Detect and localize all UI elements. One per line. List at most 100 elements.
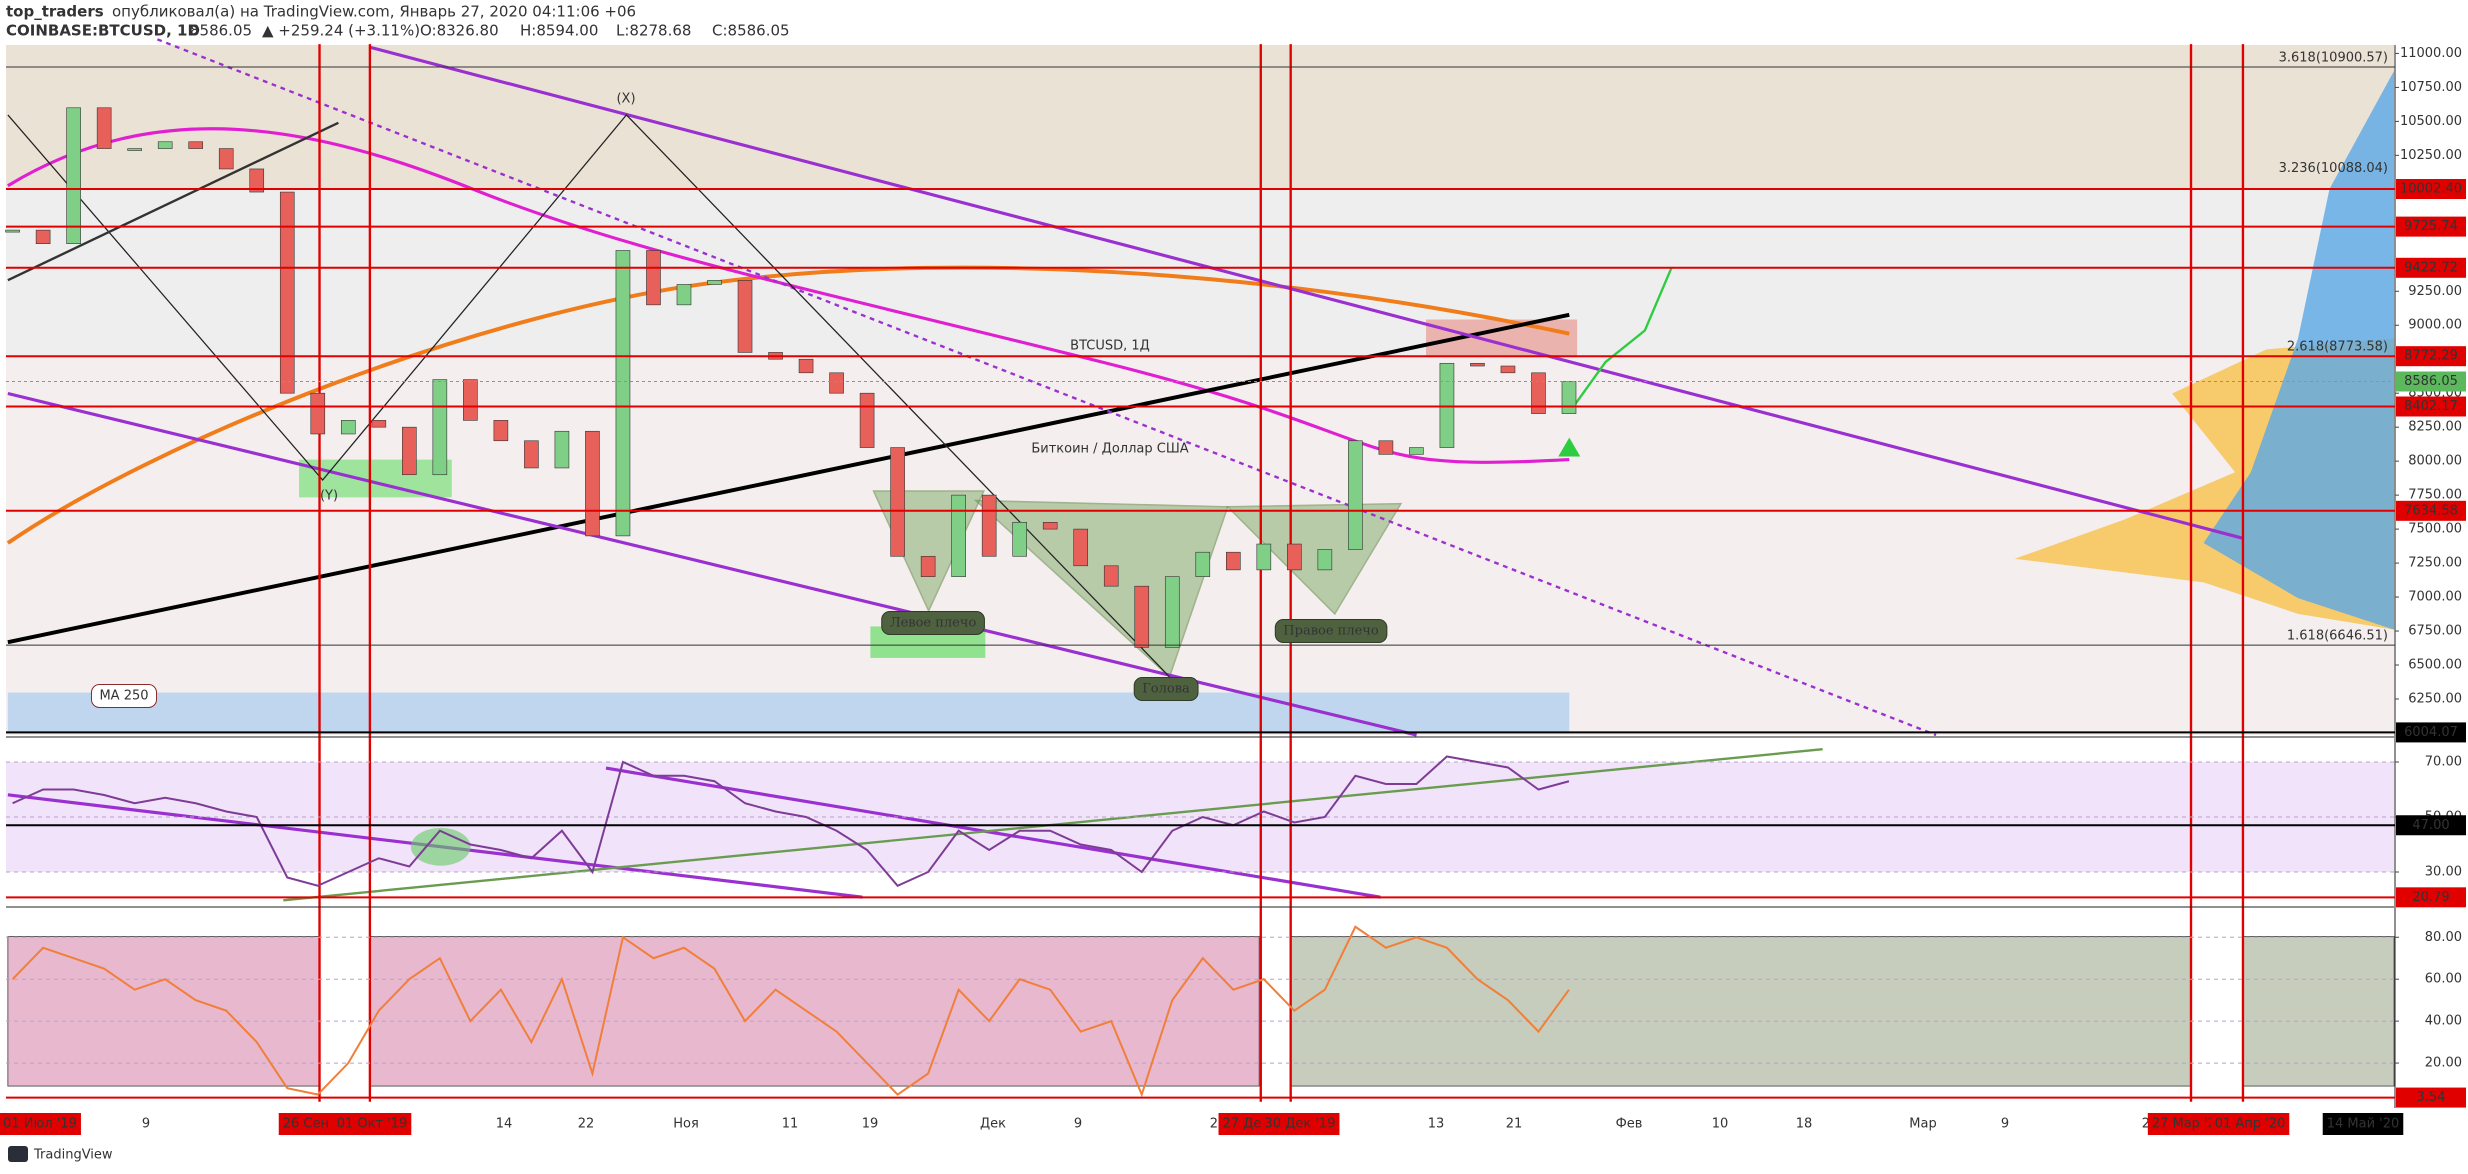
- date-marker: 30 Дек '19: [1265, 1117, 1336, 1132]
- price-label-box: [2396, 396, 2466, 417]
- candle: [340, 420, 356, 435]
- candle: [5, 229, 20, 233]
- projection: [1568, 267, 1673, 414]
- annotation-box: [1274, 619, 1388, 643]
- x-tick-label: 9: [2001, 1117, 2009, 1132]
- candle: [615, 250, 631, 537]
- price-label-box: [2396, 216, 2466, 237]
- ma: [7, 127, 1570, 464]
- annotation-label: Правое плечо: [1283, 624, 1379, 639]
- x-tick-label: 10: [1712, 1117, 1729, 1132]
- step-line: [7, 312, 1570, 645]
- date-marker: 14 Май '20: [2327, 1117, 2400, 1132]
- price-label-box: [2396, 722, 2466, 743]
- candle: [1287, 543, 1302, 571]
- candle: [157, 141, 173, 149]
- y-tick-label: 6250.00: [2408, 691, 2462, 706]
- y-tick-label: 6750.00: [2408, 624, 2462, 639]
- candle: [585, 430, 600, 537]
- candle: [463, 379, 478, 421]
- fib-label: 1.618(6646.51): [2287, 629, 2388, 644]
- candle: [981, 494, 997, 557]
- date-marker-box: [2147, 1113, 2229, 1135]
- candle: [1134, 585, 1150, 648]
- zigzag: [7, 113, 1170, 678]
- candle: [127, 148, 142, 151]
- annotation-label: MA 250: [99, 689, 148, 704]
- candle: [1531, 372, 1546, 414]
- price-label-box: [2396, 815, 2466, 836]
- candle: [1012, 522, 1027, 557]
- y-tick-label: 11000.00: [2400, 46, 2462, 61]
- price-label: 8402.17: [2404, 399, 2458, 414]
- date-marker: 01 Июл '19: [3, 1117, 77, 1132]
- watermark-subtitle: Биткоин / Доллар США: [1031, 442, 1188, 457]
- y-tick-label: 7500.00: [2408, 522, 2462, 537]
- highlight: [410, 827, 471, 866]
- y-tick-label: 9000.00: [2408, 318, 2462, 333]
- date-marker-box: [0, 1113, 81, 1135]
- trend-line: [369, 45, 2244, 540]
- price-label-box: [2396, 257, 2466, 278]
- price-label: 7634.58: [2404, 503, 2458, 518]
- price-label: 8586.05: [2404, 374, 2458, 389]
- date-marker: 27 Мар '20: [2152, 1117, 2224, 1132]
- y-tick-label: 8250.00: [2408, 420, 2462, 435]
- y-tick-label: 60.00: [2425, 972, 2462, 987]
- candle: [951, 494, 966, 577]
- change: ▲ +259.24 (+3.11%): [262, 22, 420, 40]
- candle: [371, 420, 387, 428]
- candle: [310, 392, 326, 435]
- annotation: Голова: [1133, 677, 1199, 701]
- published: опубликовал(а) на TradingView.com, Январ…: [112, 3, 636, 21]
- x-tick-label: Мар: [1909, 1117, 1936, 1132]
- y-tick-label: 6500.00: [2408, 658, 2462, 673]
- band: [6, 189, 2394, 359]
- price-label-box: [2396, 179, 2466, 200]
- y-tick-label: 7000.00: [2408, 590, 2462, 605]
- annotation-label: (X): [616, 92, 635, 107]
- y-tick-label: 10250.00: [2400, 148, 2462, 163]
- symbol: COINBASE:BTCUSD, 1D: [6, 22, 200, 40]
- logo: [8, 1146, 28, 1162]
- candle: [249, 168, 265, 193]
- candle: [1317, 549, 1333, 571]
- stoch-zone: [369, 936, 1260, 1087]
- candle: [493, 420, 509, 442]
- x-tick-label: Фев: [1616, 1117, 1643, 1132]
- x-tick-label: 19: [862, 1117, 879, 1132]
- candle: [1348, 440, 1363, 550]
- candle: [737, 280, 753, 353]
- indicator-line: [11, 925, 1570, 1098]
- stoch-zone: [7, 936, 320, 1087]
- price-label: 20.79: [2412, 890, 2449, 905]
- footer[interactable]: TradingView: [33, 1148, 113, 1163]
- candle: [1409, 447, 1424, 455]
- candle: [1073, 528, 1089, 567]
- annotation-box: [1133, 677, 1199, 701]
- high: H:8594.00: [520, 22, 598, 40]
- low: L:8278.68: [616, 22, 691, 40]
- fib-label: 3.618(10900.57): [2279, 50, 2388, 65]
- annotation-box: [881, 611, 985, 635]
- price-label: 9422.72: [2404, 260, 2458, 275]
- annotation: MA 250: [90, 684, 158, 708]
- candle: [1103, 565, 1119, 587]
- date-marker: 01 Окт '19: [337, 1117, 408, 1132]
- fib-label: 3.236(10088.04): [2279, 161, 2388, 176]
- candle: [35, 229, 51, 244]
- candle: [279, 191, 295, 394]
- candle: [96, 107, 112, 149]
- candle: [1378, 440, 1394, 455]
- open: O:8326.80: [420, 22, 499, 40]
- x-tick-label: 11: [782, 1117, 799, 1132]
- rsi-trend: [605, 766, 1381, 899]
- x-tick-label: Ноя: [673, 1117, 699, 1132]
- y-tick-label: 9250.00: [2408, 284, 2462, 299]
- price-label-box: [2396, 346, 2466, 367]
- price-label: 47.00: [2412, 818, 2449, 833]
- candle: [1042, 522, 1058, 530]
- candle: [402, 426, 417, 476]
- candle: [707, 280, 722, 285]
